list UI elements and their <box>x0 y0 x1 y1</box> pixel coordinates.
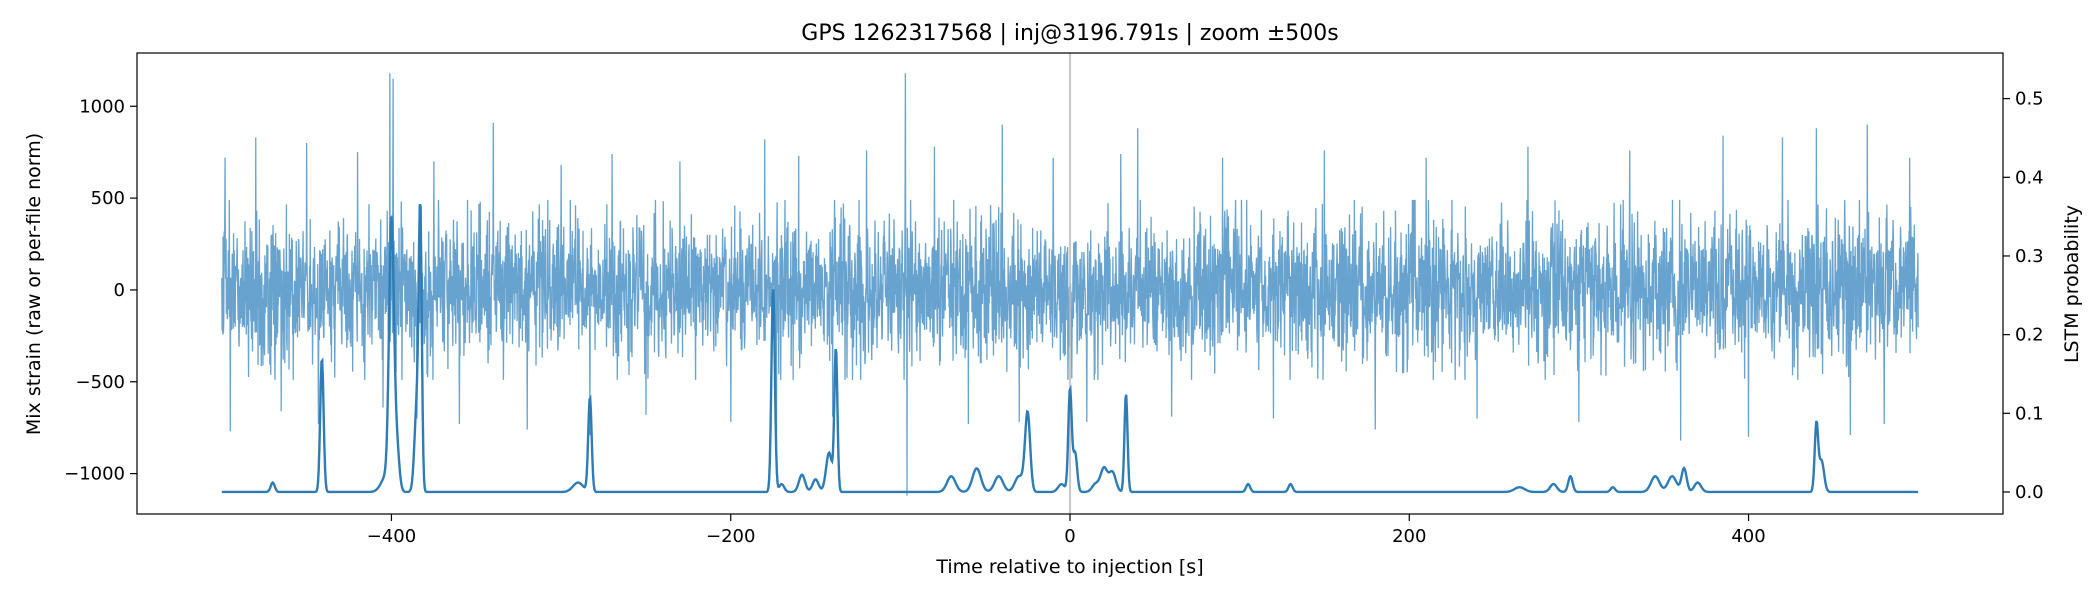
y2-tick-label: 0.2 <box>2015 325 2044 346</box>
y2-tick-label: 0.4 <box>2015 167 2044 188</box>
ticks: −400 −200 0 200 400 −1000 −500 0 500 1000 0.0 0.1 0.… <box>64 89 2044 547</box>
x-tick-label: 200 <box>1392 526 1426 547</box>
y2-tick-label: 0.5 <box>2015 89 2044 110</box>
x-tick-label: −200 <box>706 526 755 547</box>
y-tick-label: −500 <box>76 372 125 393</box>
plot-area <box>221 53 1919 514</box>
x-axis-label: Time relative to injection [s] <box>935 556 1203 578</box>
y-tick-label: 0 <box>114 280 125 301</box>
y-tick-label: −1000 <box>64 464 125 485</box>
y2-tick-label: 0.0 <box>2015 482 2044 503</box>
y-axis-label: Mix strain (raw or per-file norm) <box>23 133 45 435</box>
y2-tick-label: 0.3 <box>2015 246 2044 267</box>
x-tick-label: −400 <box>367 526 416 547</box>
y-tick-label: 500 <box>91 188 125 209</box>
y2-tick-label: 0.1 <box>2015 403 2044 424</box>
y2-axis-label: LSTM probability <box>2061 205 2083 363</box>
lstm-probability-line <box>221 203 1919 494</box>
x-tick-label: 400 <box>1731 526 1765 547</box>
chart-title: GPS 1262317568 | inj@3196.791s | zoom ±5… <box>801 21 1338 46</box>
x-tick-label: 0 <box>1064 526 1075 547</box>
y-tick-label: 1000 <box>79 96 125 117</box>
